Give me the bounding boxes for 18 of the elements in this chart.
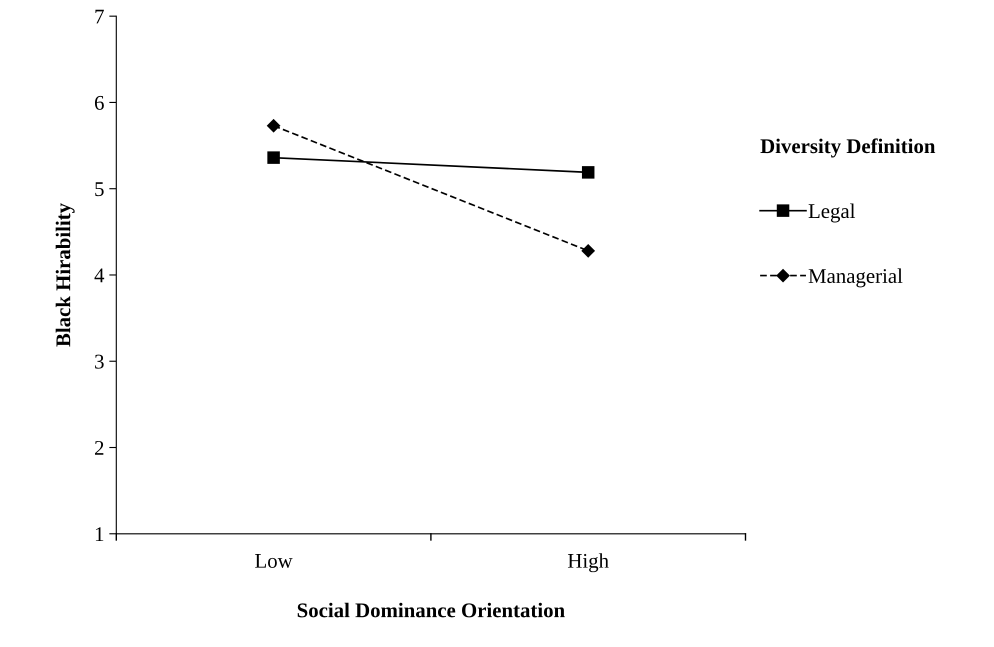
legend-label: Legal <box>808 203 856 222</box>
y-tick-label: 7 <box>95 10 104 24</box>
y-tick-label: 6 <box>94 96 104 110</box>
y-tick-label: 2 <box>94 440 104 455</box>
y-axis-title: Black Hirability <box>56 203 75 347</box>
point <box>267 151 280 164</box>
y-tick-label: 4 <box>94 268 104 282</box>
x-tick-label: Low <box>255 554 293 568</box>
legend-title: Diversity Definition <box>760 138 936 158</box>
y-tick-label: 3 <box>95 354 104 369</box>
point <box>582 166 594 179</box>
y-tick-label: 5 <box>95 182 104 196</box>
point <box>267 119 280 132</box>
y-tick-label: 1 <box>96 527 104 542</box>
x-axis-title: Social Dominance Orientation <box>298 602 565 618</box>
x-tick-label: High <box>568 553 609 572</box>
point <box>582 244 595 258</box>
legend-label: Managerial <box>808 268 902 288</box>
